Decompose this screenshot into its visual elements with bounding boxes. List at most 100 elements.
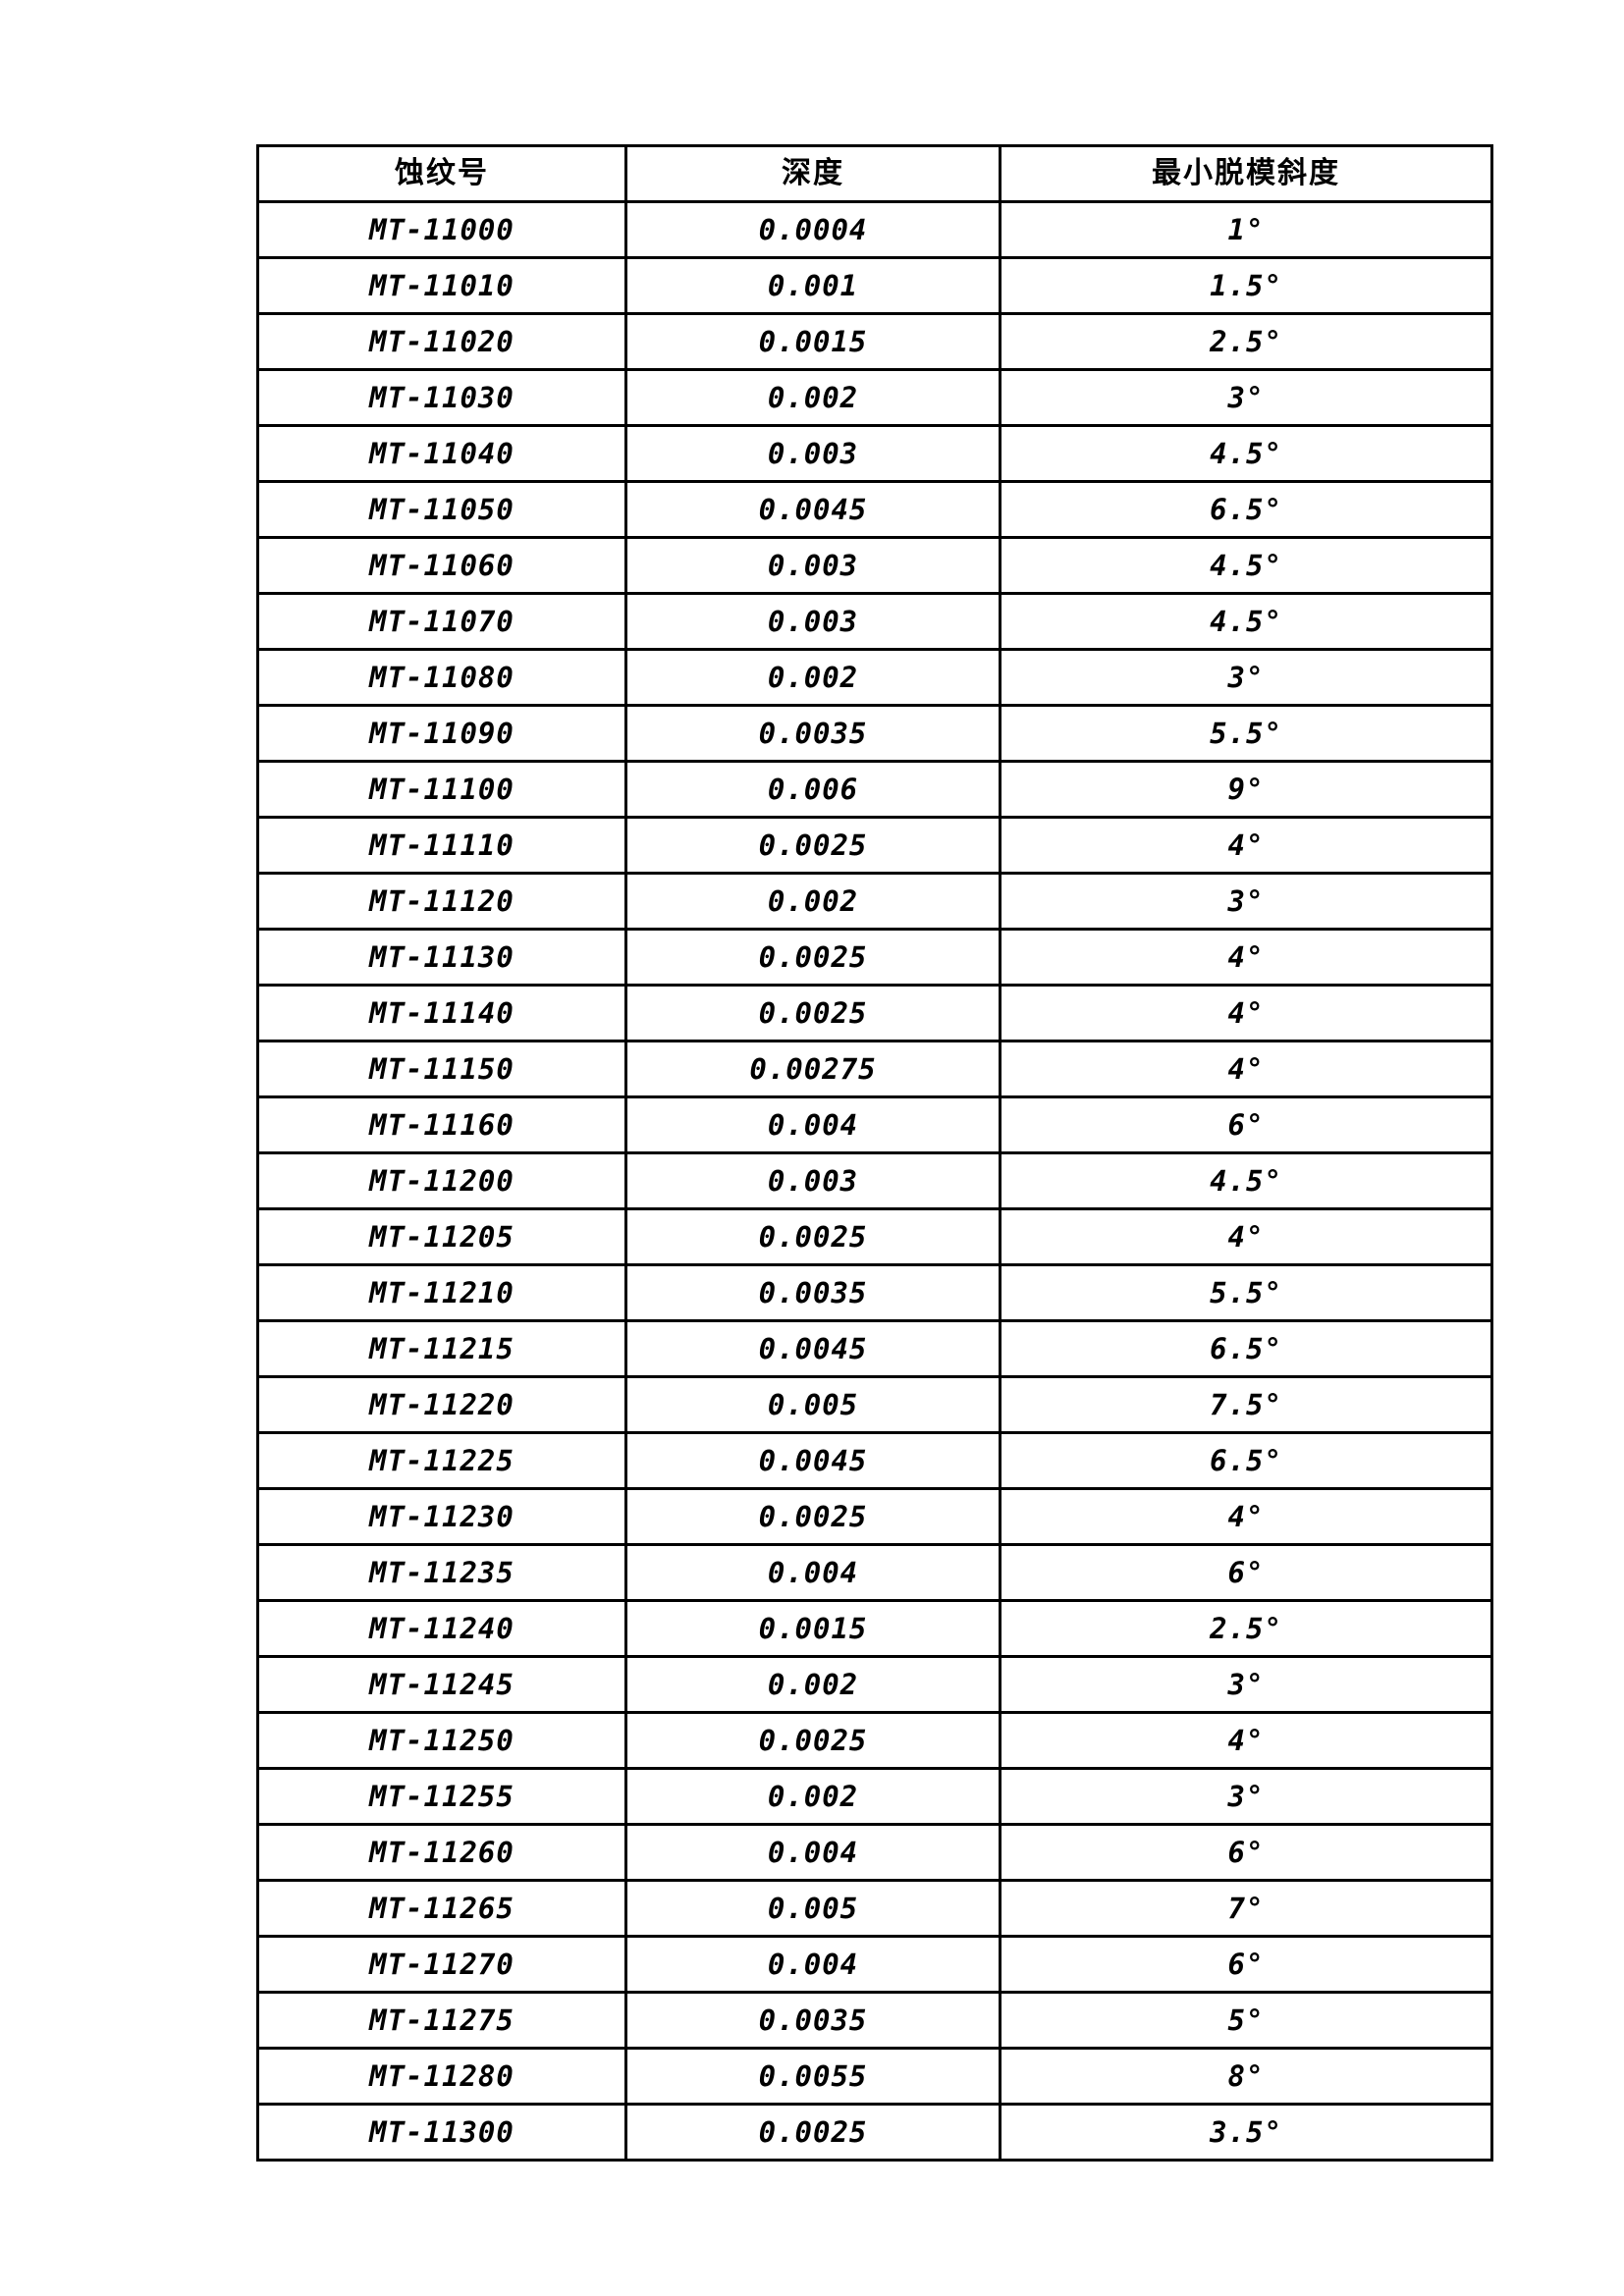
cell-draft-angle: 4.5° xyxy=(999,424,1493,483)
cell-depth: 0.005 xyxy=(624,1375,1001,1434)
table-row: MT-11080 0.002 3° xyxy=(256,648,1493,707)
cell-depth: 0.00275 xyxy=(624,1040,1001,1098)
cell-draft-angle: 4° xyxy=(999,1207,1493,1266)
table-row: MT-11050 0.0045 6.5° xyxy=(256,480,1493,539)
cell-draft-angle: 6° xyxy=(999,1095,1493,1154)
cell-draft-angle: 3° xyxy=(999,1767,1493,1826)
cell-depth: 0.002 xyxy=(624,1767,1001,1826)
table-row: MT-11275 0.0035 5° xyxy=(256,1991,1493,2050)
cell-code: MT-11070 xyxy=(256,592,627,651)
cell-depth: 0.0025 xyxy=(624,2103,1001,2162)
cell-draft-angle: 3° xyxy=(999,368,1493,427)
cell-code: MT-11020 xyxy=(256,312,627,371)
cell-draft-angle: 7.5° xyxy=(999,1375,1493,1434)
cell-draft-angle: 1° xyxy=(999,200,1493,259)
cell-depth: 0.0045 xyxy=(624,480,1001,539)
table-row: MT-11130 0.0025 4° xyxy=(256,928,1493,987)
table-row: MT-11030 0.002 3° xyxy=(256,368,1493,427)
cell-depth: 0.0045 xyxy=(624,1431,1001,1490)
cell-draft-angle: 3° xyxy=(999,872,1493,931)
table-row: MT-11040 0.003 4.5° xyxy=(256,424,1493,483)
cell-code: MT-11050 xyxy=(256,480,627,539)
table-row: MT-11270 0.004 6° xyxy=(256,1935,1493,1994)
table-row: MT-11020 0.0015 2.5° xyxy=(256,312,1493,371)
cell-depth: 0.0025 xyxy=(624,1487,1001,1546)
cell-draft-angle: 1.5° xyxy=(999,256,1493,315)
cell-draft-angle: 4° xyxy=(999,1040,1493,1098)
cell-code: MT-11100 xyxy=(256,760,627,819)
cell-code: MT-11260 xyxy=(256,1823,627,1882)
cell-depth: 0.0035 xyxy=(624,1991,1001,2050)
table-row: MT-11060 0.003 4.5° xyxy=(256,536,1493,595)
table-row: MT-11160 0.004 6° xyxy=(256,1095,1493,1154)
cell-draft-angle: 4.5° xyxy=(999,592,1493,651)
cell-depth: 0.004 xyxy=(624,1823,1001,1882)
table-header-row: 蚀纹号 深度 最小脱模斜度 xyxy=(256,144,1493,203)
table-row: MT-11260 0.004 6° xyxy=(256,1823,1493,1882)
cell-code: MT-11130 xyxy=(256,928,627,987)
cell-depth: 0.0025 xyxy=(624,984,1001,1042)
cell-depth: 0.0015 xyxy=(624,1599,1001,1658)
cell-code: MT-11080 xyxy=(256,648,627,707)
table-row: MT-11280 0.0055 8° xyxy=(256,2047,1493,2106)
cell-depth: 0.004 xyxy=(624,1095,1001,1154)
cell-depth: 0.0025 xyxy=(624,1711,1001,1770)
table-row: MT-11250 0.0025 4° xyxy=(256,1711,1493,1770)
cell-draft-angle: 5° xyxy=(999,1991,1493,2050)
cell-draft-angle: 8° xyxy=(999,2047,1493,2106)
table-row: MT-11230 0.0025 4° xyxy=(256,1487,1493,1546)
table-row: MT-11300 0.0025 3.5° xyxy=(256,2103,1493,2162)
cell-depth: 0.002 xyxy=(624,1655,1001,1714)
table-row: MT-11225 0.0045 6.5° xyxy=(256,1431,1493,1490)
cell-depth: 0.0055 xyxy=(624,2047,1001,2106)
cell-depth: 0.0025 xyxy=(624,816,1001,875)
cell-draft-angle: 6.5° xyxy=(999,1431,1493,1490)
cell-draft-angle: 6.5° xyxy=(999,1319,1493,1378)
cell-draft-angle: 3.5° xyxy=(999,2103,1493,2162)
cell-depth: 0.004 xyxy=(624,1935,1001,1994)
cell-code: MT-11040 xyxy=(256,424,627,483)
table-row: MT-11245 0.002 3° xyxy=(256,1655,1493,1714)
cell-code: MT-11090 xyxy=(256,704,627,763)
column-header-depth: 深度 xyxy=(624,144,1001,203)
cell-code: MT-11240 xyxy=(256,1599,627,1658)
cell-depth: 0.0045 xyxy=(624,1319,1001,1378)
cell-code: MT-11030 xyxy=(256,368,627,427)
cell-draft-angle: 4° xyxy=(999,984,1493,1042)
cell-code: MT-11280 xyxy=(256,2047,627,2106)
cell-depth: 0.006 xyxy=(624,760,1001,819)
table-header: 蚀纹号 深度 最小脱模斜度 xyxy=(256,144,1493,203)
cell-code: MT-11010 xyxy=(256,256,627,315)
cell-code: MT-11235 xyxy=(256,1543,627,1602)
cell-draft-angle: 2.5° xyxy=(999,1599,1493,1658)
table-row: MT-11200 0.003 4.5° xyxy=(256,1151,1493,1210)
cell-draft-angle: 4° xyxy=(999,1487,1493,1546)
cell-draft-angle: 2.5° xyxy=(999,312,1493,371)
cell-code: MT-11250 xyxy=(256,1711,627,1770)
table-row: MT-11240 0.0015 2.5° xyxy=(256,1599,1493,1658)
cell-code: MT-11225 xyxy=(256,1431,627,1490)
cell-code: MT-11270 xyxy=(256,1935,627,1994)
cell-draft-angle: 6° xyxy=(999,1823,1493,1882)
table-row: MT-11265 0.005 7° xyxy=(256,1879,1493,1938)
cell-draft-angle: 6° xyxy=(999,1543,1493,1602)
spec-table-container: 蚀纹号 深度 最小脱模斜度 MT-11000 0.0004 1° MT-11010 0.… xyxy=(256,144,1493,2162)
cell-code: MT-11300 xyxy=(256,2103,627,2162)
etching-spec-table: 蚀纹号 深度 最小脱模斜度 MT-11000 0.0004 1° MT-11010 0.… xyxy=(256,144,1493,2162)
cell-code: MT-11265 xyxy=(256,1879,627,1938)
cell-depth: 0.002 xyxy=(624,648,1001,707)
cell-code: MT-11220 xyxy=(256,1375,627,1434)
cell-code: MT-11245 xyxy=(256,1655,627,1714)
table-row: MT-11205 0.0025 4° xyxy=(256,1207,1493,1266)
column-header-code: 蚀纹号 xyxy=(256,144,627,203)
table-row: MT-11140 0.0025 4° xyxy=(256,984,1493,1042)
table-row: MT-11100 0.006 9° xyxy=(256,760,1493,819)
table-row: MT-11000 0.0004 1° xyxy=(256,200,1493,259)
cell-depth: 0.001 xyxy=(624,256,1001,315)
cell-draft-angle: 3° xyxy=(999,1655,1493,1714)
table-row: MT-11090 0.0035 5.5° xyxy=(256,704,1493,763)
cell-code: MT-11275 xyxy=(256,1991,627,2050)
cell-depth: 0.003 xyxy=(624,592,1001,651)
cell-code: MT-11200 xyxy=(256,1151,627,1210)
